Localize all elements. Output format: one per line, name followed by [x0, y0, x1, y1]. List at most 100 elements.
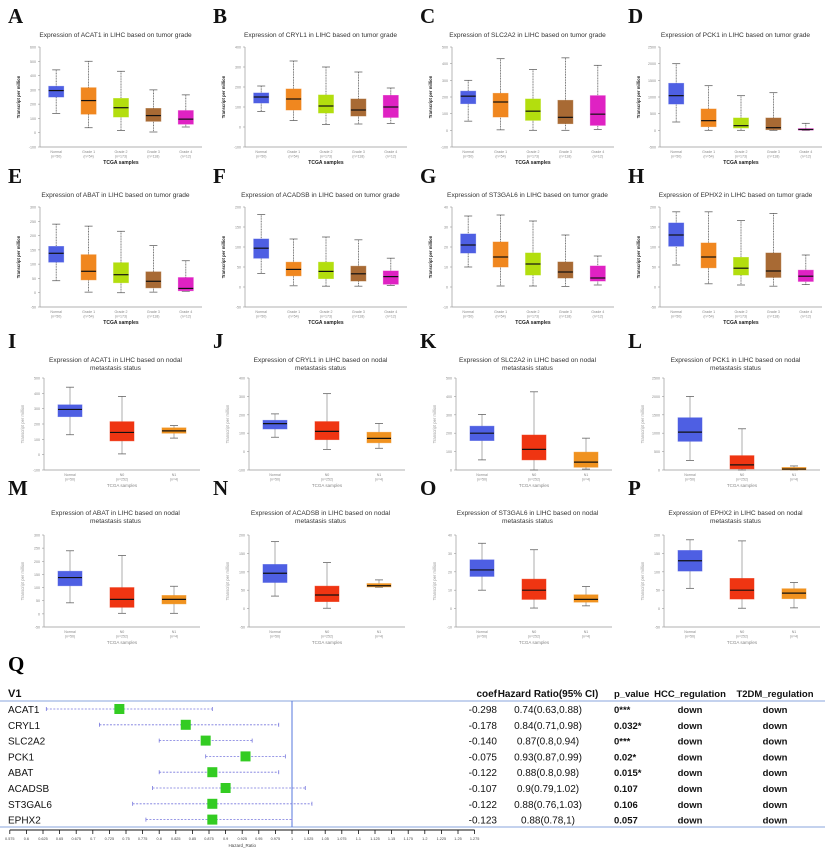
x-tick-label: Grade 3	[559, 150, 572, 154]
x-tick-n: (n=4)	[582, 478, 591, 482]
x-tick-n: (n=54)	[288, 155, 299, 159]
boxplot-svg: 0 500 1000 1500 2000 2500 Transcript per milli…	[640, 377, 820, 488]
box-normal	[253, 92, 270, 104]
panel-label: D	[628, 4, 644, 28]
y-tick-label: -100	[29, 146, 36, 150]
y-tick-label: 100	[235, 246, 241, 250]
box-grade-3	[557, 99, 574, 125]
x-tick-label: 0.725	[105, 837, 115, 841]
hazard-ratio-ci: 0.84(0.71,0.98)	[514, 721, 582, 732]
x-tick-label: Grade 3	[147, 310, 160, 314]
x-tick-label: Grade 1	[82, 150, 95, 154]
y-tick-label: 0	[450, 469, 452, 473]
boxplot-svg: -10 0 10 20 30 40 Transcript per million Normal…	[432, 534, 612, 645]
y-axis-title: Transcript per million	[20, 561, 25, 600]
x-tick-label: N1	[377, 473, 382, 477]
x-tick-n: (n=252)	[528, 478, 541, 482]
box-n0	[314, 421, 340, 441]
panel-label: L	[628, 329, 643, 353]
panel-label: A	[8, 4, 24, 28]
y-tick-label: 40	[448, 534, 452, 538]
y-tick-label: 500	[30, 60, 36, 64]
p-value: 0.106	[614, 800, 638, 811]
x-tick-n: (n=173)	[735, 155, 748, 159]
y-axis-title: Transcript per million	[225, 404, 230, 443]
column-header: HCC_regulation	[654, 689, 726, 700]
x-tick-n: (n=4)	[790, 635, 799, 639]
y-tick-label: 50	[36, 599, 40, 603]
box-grade-4	[382, 270, 399, 285]
x-tick-n: (n=50)	[671, 155, 682, 159]
x-tick-n: (n=173)	[527, 315, 540, 319]
y-tick-label: 200	[446, 432, 452, 436]
y-tick-label: -100	[238, 469, 245, 473]
chart-title: Expression of ABAT in LIHC based on noda…	[51, 510, 180, 525]
x-tick-label: Grade 2	[320, 150, 333, 154]
x-tick-label: N1	[584, 473, 589, 477]
chart-title: Expression of ST3GAL6 in LIHC based on n…	[456, 510, 599, 525]
hazard-ratio-ci: 0.88(0.8,0.98)	[517, 768, 579, 779]
panel-label: K	[420, 329, 437, 353]
panel-label: I	[8, 329, 17, 353]
y-tick-label: 150	[239, 552, 245, 556]
box-grade-1	[700, 242, 717, 269]
x-tick-n: (n=252)	[116, 478, 129, 482]
boxplot-panel-b: B Expression of CRYL1 in LIHC based on tu…	[205, 0, 410, 165]
chart-title: Expression of ACADSB in LIHC based on no…	[250, 510, 391, 525]
box-grade-1	[492, 241, 509, 268]
x-tick-n: (n=252)	[528, 635, 541, 639]
x-tick-label: N0	[325, 630, 330, 634]
y-tick-label: 500	[654, 450, 660, 454]
boxplot-panel-g: G Expression of ST3GAL6 in LIHC based on …	[412, 160, 617, 325]
x-axis-title: TCGA samples	[515, 320, 551, 325]
y-axis-title: Transcript per million	[16, 235, 21, 278]
x-tick-label: 0.9	[223, 837, 228, 841]
x-tick-label: Normal	[476, 630, 488, 634]
y-tick-label: 600	[30, 46, 36, 50]
boxplot-svg: -50 0 50 100 150 200 Transcript per million Nor…	[225, 534, 405, 645]
p-value: 0***	[614, 705, 631, 716]
chart-title: Expression of PCK1 in LIHC based on noda…	[670, 357, 801, 372]
x-axis-title: TCGA samples	[727, 483, 758, 488]
x-tick-n: (n=50)	[477, 635, 488, 639]
hr-marker	[200, 735, 211, 746]
boxplot-svg: -50 0 50 100 150 200 Transcript per million Nor…	[640, 534, 820, 645]
x-axis-title: TCGA samples	[107, 640, 138, 645]
y-tick-label: 50	[241, 589, 245, 593]
x-axis-title: TCGA samples	[519, 483, 550, 488]
y-tick-label: 300	[30, 206, 36, 210]
y-tick-label: 150	[235, 226, 241, 230]
x-tick-label: Normal	[670, 310, 682, 314]
box-n0	[109, 587, 135, 608]
t2dm-regulation: down	[763, 721, 788, 732]
y-tick-label: 0	[654, 286, 656, 290]
t2dm-regulation: down	[763, 784, 788, 795]
x-tick-label: Grade 4	[179, 150, 192, 154]
x-tick-n: (n=118)	[767, 155, 779, 159]
box-n0	[314, 585, 340, 603]
x-tick-n: (n=54)	[83, 315, 94, 319]
x-tick-label: N1	[584, 630, 589, 634]
y-tick-label: 0	[658, 469, 660, 473]
box-normal	[677, 417, 703, 442]
x-axis-title: TCGA samples	[519, 640, 550, 645]
x-tick-label: N0	[532, 473, 537, 477]
hcc-regulation: down	[678, 816, 703, 827]
x-tick-label: 0.85	[189, 837, 196, 841]
x-axis-title: TCGA samples	[308, 320, 344, 325]
x-tick-n: (n=50)	[51, 155, 62, 159]
panel-label: N	[213, 476, 229, 500]
box-grade-2	[318, 94, 334, 114]
x-tick-label: Normal	[670, 150, 682, 154]
hcc-regulation: down	[678, 768, 703, 779]
hr-marker	[207, 798, 218, 809]
y-tick-label: 100	[235, 106, 241, 110]
y-tick-label: 300	[34, 407, 40, 411]
y-tick-label: 0	[239, 126, 241, 130]
x-tick-label: Grade 2	[115, 310, 128, 314]
x-tick-label: Grade 1	[494, 150, 507, 154]
hcc-regulation: down	[678, 752, 703, 763]
y-tick-label: 300	[34, 534, 40, 538]
x-tick-n: (n=252)	[116, 635, 129, 639]
